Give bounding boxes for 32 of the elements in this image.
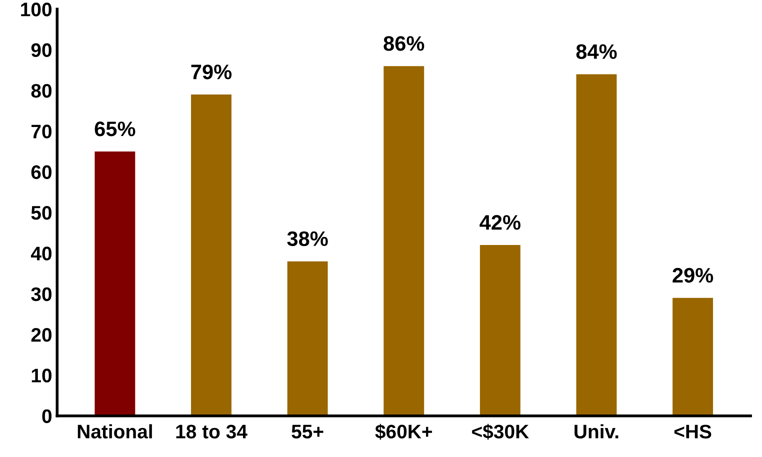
bar [287,261,328,416]
y-tick-label: 30 [31,287,52,302]
y-tick-label: 20 [31,328,52,342]
data-label: 84% [576,44,617,59]
bar [576,74,617,416]
y-tick-label: 10 [32,368,52,382]
y-tick-label: 60 [31,165,52,180]
data-label: 86% [384,36,424,51]
y-tick-label: 80 [31,84,52,98]
x-tick-label: <$30K [472,424,529,440]
data-label: 29% [672,268,714,283]
bar [191,94,232,416]
x-tick-label: National [78,424,152,438]
y-tick-label: 50 [31,206,52,220]
x-tick-label: <HS [674,424,712,438]
x-tick-label: $60K+ [375,424,432,440]
x-tick-label: 55+ [292,424,324,438]
y-tick-label: 100 [21,2,52,16]
y-tick-label: 40 [30,246,52,260]
data-label: 42% [480,215,520,230]
x-tick-label: 18 to 34 [176,424,248,439]
data-label: 79% [191,64,232,80]
y-tick-label: 90 [31,43,52,58]
bar [384,66,424,416]
bar [480,245,520,416]
bar [94,151,136,416]
data-label: 65% [94,122,136,136]
bar [672,298,714,416]
data-label: 38% [287,231,328,246]
y-tick-label: 70 [32,124,52,138]
y-tick-label: 0 [42,409,52,424]
x-tick-label: Univ. [574,424,618,438]
